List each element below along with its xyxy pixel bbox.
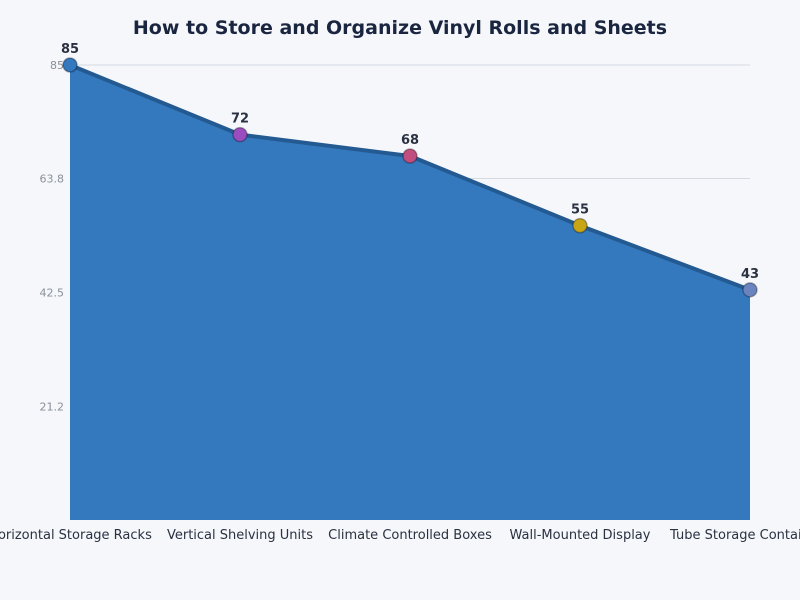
data-label: 43	[741, 267, 759, 282]
x-axis: Horizontal Storage Racks Vertical Shelvin…	[0, 528, 800, 543]
y-tick-label: 42.5	[40, 287, 65, 300]
data-point	[62, 57, 78, 73]
data-label: 85	[61, 42, 79, 57]
x-tick-label: Horizontal Storage Racks	[0, 528, 152, 543]
x-tick-label: Wall-Mounted Display	[510, 528, 651, 543]
data-point	[232, 126, 248, 143]
y-axis: 21.2 42.5 63.8 85	[40, 59, 65, 414]
data-label: 55	[571, 203, 589, 218]
data-point	[742, 282, 758, 298]
data-label: 72	[231, 112, 249, 127]
y-tick-label: 63.8	[40, 172, 65, 185]
x-tick-label: Climate Controlled Boxes	[328, 528, 492, 543]
data-point	[572, 217, 588, 234]
data-point	[402, 148, 418, 164]
x-tick-label: Vertical Shelving Units	[167, 528, 313, 543]
x-tick-label: Tube Storage Containers	[669, 528, 800, 543]
data-points: 85 72 68 55 43	[61, 42, 759, 298]
y-tick-label: 85	[50, 59, 64, 72]
chart-title: How to Store and Organize Vinyl Rolls an…	[133, 17, 667, 39]
y-tick-label: 21.2	[40, 401, 65, 414]
area-fill	[70, 65, 750, 520]
data-label: 68	[401, 133, 419, 148]
